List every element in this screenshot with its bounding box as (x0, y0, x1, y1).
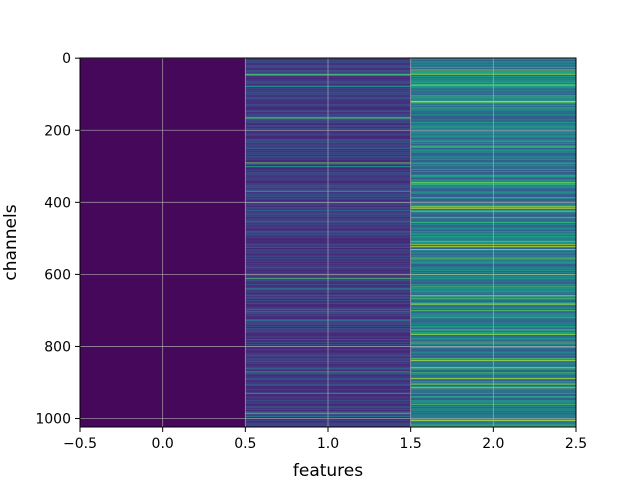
x-tick-label: 0.5 (234, 436, 256, 452)
y-tick-label: 200 (44, 123, 71, 139)
x-tick-label: 2.0 (482, 436, 504, 452)
x-tick-label: 2.5 (565, 436, 587, 452)
y-tick-label: 600 (44, 267, 71, 283)
y-tick-label: 400 (44, 195, 71, 211)
x-tick-label: −0.5 (63, 436, 97, 452)
y-axis-label: channels (1, 204, 21, 280)
x-tick-label: 1.0 (317, 436, 339, 452)
x-tick-label: 0.0 (152, 436, 174, 452)
y-axis-ticks: 0 200 400 600 800 1000 (35, 51, 80, 428)
x-tick-label: 1.5 (400, 436, 422, 452)
y-tick-label: 800 (44, 339, 71, 355)
y-tick-label: 0 (62, 51, 71, 67)
x-axis-ticks: −0.5 0.0 0.5 1.0 1.5 2.0 2.5 (63, 427, 587, 452)
x-axis-label: features (293, 461, 363, 480)
y-tick-label: 1000 (35, 412, 71, 428)
